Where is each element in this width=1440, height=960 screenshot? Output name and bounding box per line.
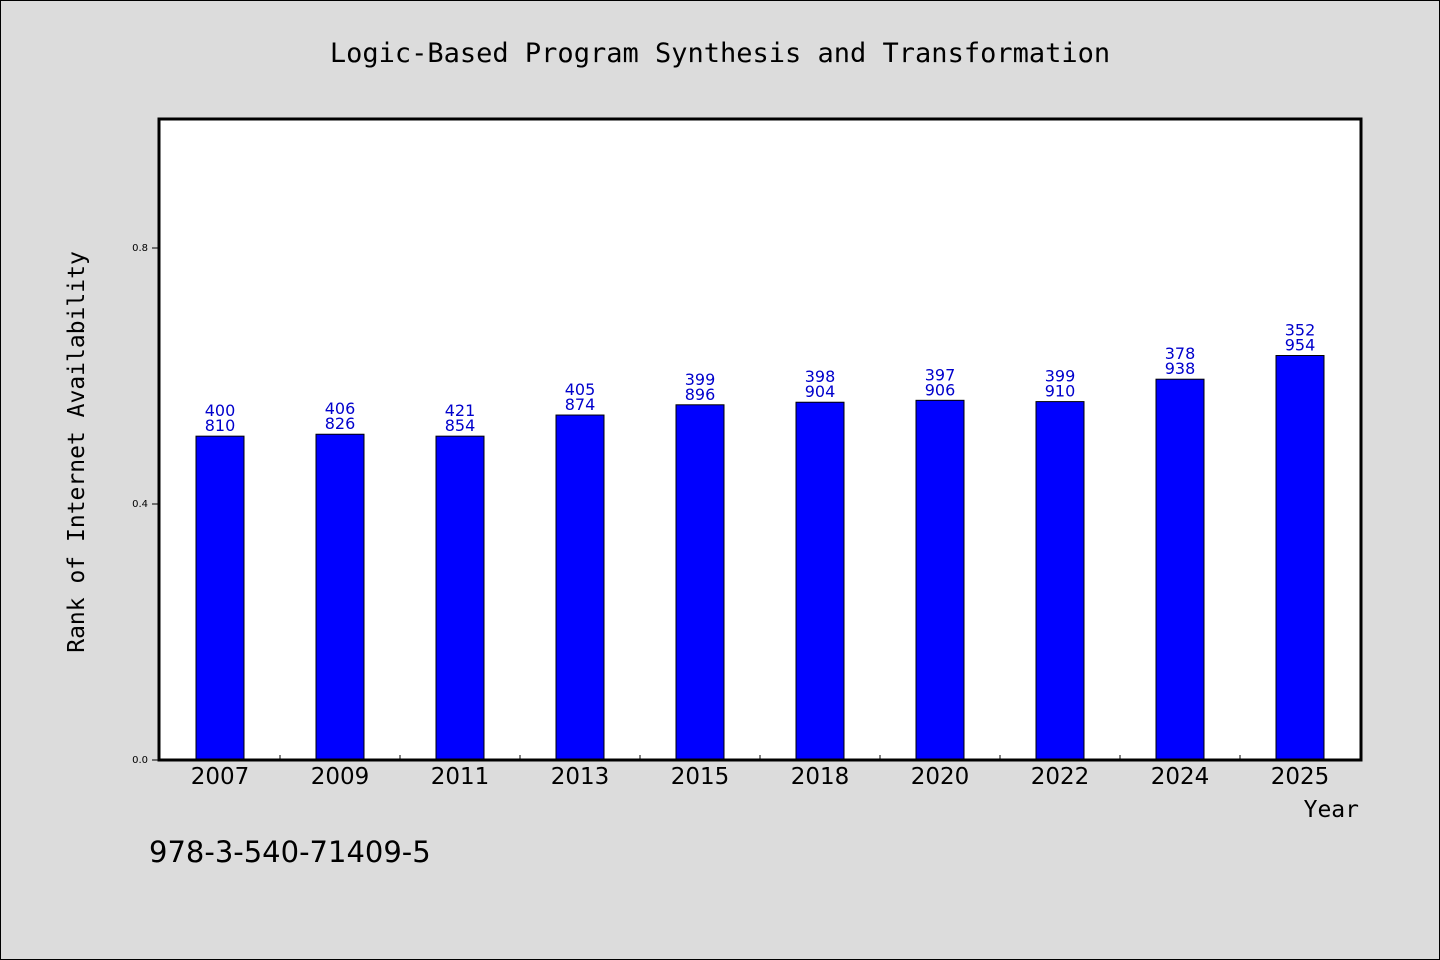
data-label-bottom-2020: 906 [925, 380, 956, 399]
data-label-bottom-2011: 854 [445, 416, 476, 435]
plot-border [157, 117, 1363, 762]
bar-2024 [1155, 378, 1205, 761]
y-tick-label-0.0: 0.0 [132, 755, 148, 766]
data-label-bottom-2025: 954 [1285, 336, 1316, 355]
x-tick-label-2009: 2009 [311, 764, 370, 790]
data-label-top-2024: 378 [1165, 344, 1196, 363]
data-label-top-2013: 405 [565, 380, 596, 399]
x-axis-ticks: 2007 2009 2011 2013 2015 2018 2020 2022 2024 2025 [191, 755, 1330, 790]
data-label-top-2018: 398 [805, 367, 836, 386]
chart-title: Logic-Based Program Synthesis and Transf… [330, 38, 1110, 69]
bar-2022 [1035, 401, 1085, 761]
x-tick-label-2015: 2015 [671, 764, 730, 790]
data-label-top-2015: 399 [685, 370, 716, 389]
y-tick-label-0.4: 0.4 [132, 499, 148, 510]
x-tick-label-2018: 2018 [791, 764, 850, 790]
data-label-bottom-2018: 904 [805, 382, 836, 401]
x-tick-label-2013: 2013 [551, 764, 610, 790]
x-tick-label-2024: 2024 [1151, 764, 1210, 790]
x-tick-label-2011: 2011 [431, 764, 490, 790]
data-label-bottom-2009: 826 [325, 414, 356, 433]
y-axis-label: Rank of Internet Availability [64, 251, 90, 653]
x-tick-label-2007: 2007 [191, 764, 250, 790]
data-label-top-2007: 400 [205, 401, 236, 420]
bar-2009 [315, 433, 365, 761]
isbn-footnote: 978-3-540-71409-5 [149, 835, 431, 869]
bars-group [195, 355, 1325, 761]
data-label-top-2011: 421 [445, 401, 476, 420]
data-label-top-2020: 397 [925, 365, 956, 384]
x-axis-label: Year [1304, 797, 1359, 823]
y-tick-label-0.8: 0.8 [132, 243, 148, 254]
x-tick-label-2025: 2025 [1271, 764, 1330, 790]
y-axis-ticks: 0.0 0.4 0.8 [132, 243, 160, 766]
bar-2025 [1275, 355, 1325, 761]
data-label-bottom-2022: 910 [1045, 382, 1076, 401]
data-label-top-2009: 406 [325, 399, 356, 418]
bar-2018 [795, 401, 845, 761]
x-tick-label-2020: 2020 [911, 764, 970, 790]
bar-2015 [675, 404, 725, 761]
data-labels-group: 4008104068264218544058743998963989043979… [205, 321, 1316, 436]
data-label-bottom-2007: 810 [205, 416, 236, 435]
bar-2013 [555, 414, 605, 761]
data-label-top-2022: 399 [1045, 367, 1076, 386]
data-label-bottom-2024: 938 [1165, 359, 1196, 378]
data-label-bottom-2013: 874 [565, 395, 596, 414]
data-label-top-2025: 352 [1285, 321, 1316, 340]
bar-2011 [435, 435, 485, 761]
x-tick-label-2022: 2022 [1031, 764, 1090, 790]
bar-2020 [915, 399, 965, 761]
data-label-bottom-2015: 896 [685, 385, 716, 404]
bar-2007 [195, 435, 245, 761]
